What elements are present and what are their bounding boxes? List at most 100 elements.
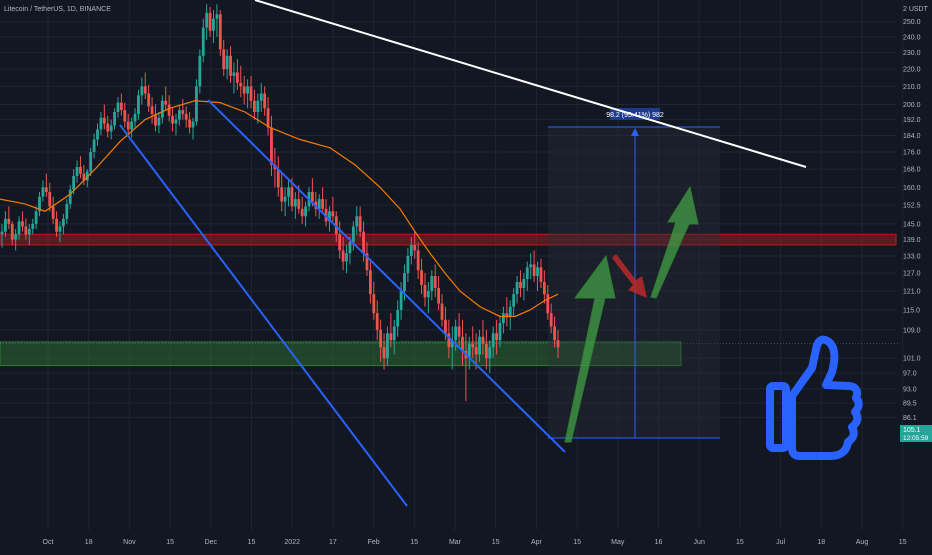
y-tick-label: 109.0 [903, 327, 921, 334]
candle-body [92, 139, 96, 152]
arrows [564, 185, 699, 443]
candle-body [437, 288, 441, 304]
candle-body [525, 267, 529, 279]
candle-body [508, 306, 512, 317]
candle-body [481, 336, 485, 344]
candle-body [304, 206, 307, 217]
candle-body [116, 102, 120, 112]
candle-body [253, 100, 256, 112]
candle-body [225, 55, 229, 70]
x-tick-label: Jun [694, 539, 705, 546]
y-tick-label: 145.0 [903, 221, 921, 228]
candle-body [119, 102, 123, 111]
candle-body [491, 333, 495, 348]
candle-body [205, 12, 209, 28]
candle-body [109, 125, 113, 132]
candle-body [171, 115, 174, 124]
candle-body [17, 221, 21, 235]
candle-body [106, 123, 110, 132]
candle-body [75, 167, 79, 176]
candle-body [396, 309, 400, 327]
candle-body [556, 340, 560, 348]
y-tick-label: 230.0 [903, 50, 921, 57]
time-axis[interactable]: Oct 18 Nov 15 Dec 15 2022 17 Feb 15 Mar 15 Apr 15 May 1… [43, 539, 907, 546]
candle-body [96, 129, 99, 140]
up-arrow-green[interactable] [650, 185, 699, 299]
x-tick-label: May [611, 539, 625, 546]
x-tick-label: Apr [531, 539, 543, 546]
candle-body [338, 234, 342, 251]
x-tick-label: Jul [776, 539, 785, 546]
candle-body [229, 55, 232, 76]
x-tick-label: Oct [43, 539, 54, 546]
candle-body [133, 113, 137, 122]
candle-body [389, 333, 393, 341]
up-arrow-green[interactable] [564, 254, 616, 443]
resistance-zone[interactable] [0, 233, 897, 246]
x-tick-label: 15 [736, 539, 744, 546]
candle-body [348, 242, 352, 254]
candle-body [126, 121, 130, 130]
y-tick-label: 168.0 [903, 167, 921, 174]
candle-body [542, 281, 546, 295]
candle-body [4, 218, 7, 232]
thumbs-up-icon [766, 335, 863, 460]
candle-body [102, 117, 106, 124]
candle-body [430, 276, 434, 292]
candle-body [382, 347, 386, 359]
y-tick-label: 152.5 [903, 203, 921, 210]
y-tick-label: 220.0 [903, 67, 921, 74]
descending-trendline[interactable] [254, 0, 807, 168]
candle-body [140, 86, 144, 96]
candle-body [529, 264, 533, 268]
candle-body [372, 294, 376, 314]
candle-body [498, 323, 502, 341]
candle-body [7, 218, 11, 224]
candle-body [317, 199, 321, 209]
candle-body [177, 110, 181, 120]
y-tick-label: 192.0 [903, 117, 921, 124]
candle-body [130, 121, 134, 130]
candle-body [515, 281, 519, 295]
candle-body [276, 169, 280, 188]
candle-body [263, 93, 267, 109]
support-zone[interactable] [0, 341, 682, 367]
candle-body [55, 218, 58, 232]
candle-body [365, 253, 369, 271]
channel-upper-line[interactable] [207, 99, 566, 453]
candle-body [331, 211, 335, 217]
candle-body [21, 221, 24, 227]
candle-body [461, 336, 464, 351]
y-tick-label: 89.5 [903, 401, 917, 408]
candle-body [454, 326, 458, 341]
candle-body [386, 333, 389, 359]
y-tick-label: 97.0 [903, 371, 917, 378]
candle-body [14, 234, 18, 240]
candles [0, 4, 560, 401]
candle-body [259, 93, 263, 101]
candle-body [471, 343, 475, 348]
candle-body [270, 127, 273, 165]
price-axis[interactable]: 250.0 240.0 230.0 220.0 210.0 200.0 192.0 184.0… [903, 19, 921, 422]
candle-body [232, 72, 236, 76]
candle-body [280, 187, 284, 202]
drawn-lines [119, 0, 807, 507]
candle-body [519, 281, 522, 289]
down-arrow-red[interactable] [612, 254, 647, 298]
candle-body [242, 86, 246, 94]
candle-body [416, 250, 420, 271]
candle-body [379, 329, 383, 348]
candle-body [89, 151, 93, 172]
candle-body [212, 18, 215, 31]
channel-lower-line[interactable] [119, 124, 408, 507]
y-tick-label: 101.0 [903, 356, 921, 363]
y-tick-label: 160.0 [903, 185, 921, 192]
y-tick-label: 139.0 [903, 237, 921, 244]
candle-body [345, 253, 348, 262]
candle-body [246, 86, 249, 94]
x-tick-label: 2022 [284, 539, 300, 546]
candle-body [48, 192, 52, 207]
candle-body [79, 167, 82, 174]
candle-body [239, 82, 243, 87]
